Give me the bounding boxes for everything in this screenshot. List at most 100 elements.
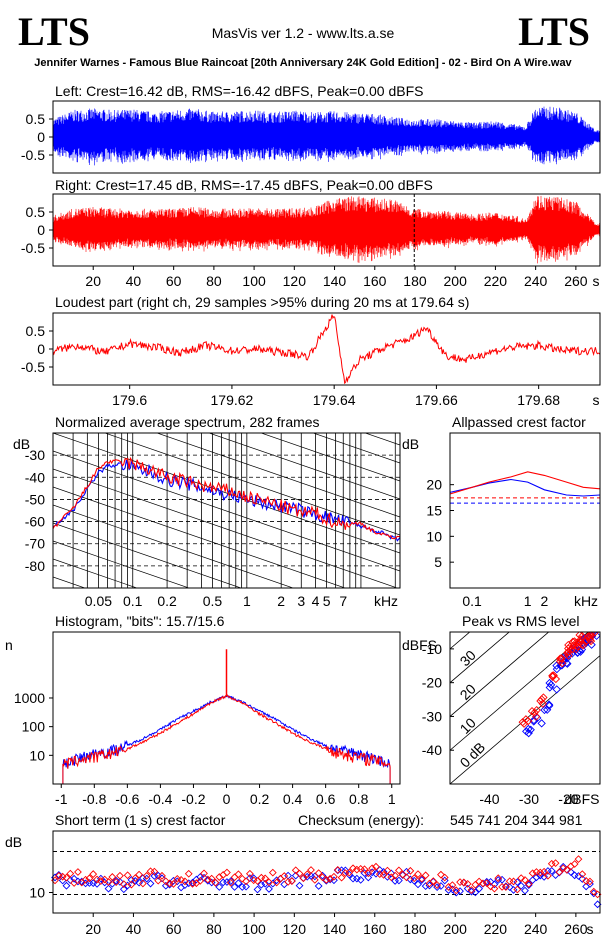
y-tick-label: -40 bbox=[25, 469, 45, 485]
right-crest-point bbox=[96, 877, 105, 885]
x-tick-label: s bbox=[587, 921, 594, 937]
crest-line bbox=[450, 632, 589, 751]
left-histogram-line bbox=[62, 695, 391, 784]
x-tick-label: 5 bbox=[323, 593, 331, 609]
right-crest-point bbox=[104, 878, 113, 886]
right-crest-point bbox=[169, 880, 178, 888]
x-tick-label: 80 bbox=[206, 273, 222, 289]
right-histogram-line bbox=[62, 694, 391, 784]
y-tick-label: 0.5 bbox=[26, 204, 46, 220]
right-crest-point bbox=[81, 875, 90, 884]
crest-line-label: 10 bbox=[457, 714, 479, 736]
right-crest-point bbox=[364, 869, 373, 878]
right-crest-point bbox=[372, 862, 380, 871]
right-crest-point bbox=[242, 877, 250, 886]
right-crest-point bbox=[139, 879, 147, 888]
allpass-title: Allpassed crest factor bbox=[452, 414, 586, 430]
x-tick-label: 0.5 bbox=[203, 593, 223, 609]
y-tick-label: -20 bbox=[422, 675, 442, 691]
y-tick-label: -0.5 bbox=[21, 240, 45, 256]
y-tick-label: 10 bbox=[29, 885, 45, 901]
x-tick-label: 40 bbox=[126, 273, 142, 289]
right-crest-point bbox=[586, 877, 594, 886]
left-waveform-trace bbox=[52, 106, 600, 166]
x-tick-label: kHz bbox=[574, 593, 598, 609]
x-tick-label: 120 bbox=[283, 273, 307, 289]
x-tick-label: -0.2 bbox=[181, 791, 205, 807]
right-crest-point bbox=[154, 876, 163, 885]
slope-line bbox=[53, 558, 138, 588]
histogram-title: Histogram, "bits": 15.7/15.6 bbox=[55, 613, 225, 629]
logo-right: LTS bbox=[518, 9, 590, 54]
left-crest-point bbox=[215, 883, 224, 891]
right-crest-point bbox=[513, 885, 522, 894]
right-crest-point bbox=[395, 866, 403, 875]
right-crest-point bbox=[563, 865, 571, 874]
right-crest-point bbox=[555, 868, 564, 876]
right-crest-point bbox=[544, 871, 552, 880]
app-title: MasVis ver 1.2 - www.lts.a.se bbox=[211, 25, 395, 41]
right-crest-point bbox=[288, 877, 296, 886]
left-peak-rms-point bbox=[552, 685, 561, 694]
right-crest-point bbox=[410, 874, 419, 883]
x-tick-label: 200 bbox=[444, 273, 468, 289]
right-peak-rms-point bbox=[527, 707, 537, 716]
right-crest-point bbox=[475, 877, 484, 886]
x-tick-label: 60 bbox=[166, 921, 182, 937]
x-tick-label: 180 bbox=[403, 921, 427, 937]
x-tick-label: 4 bbox=[312, 593, 320, 609]
right-crest-point bbox=[444, 883, 453, 891]
spectrum-chart: dB-30 -40 -50 -60 -70 -80 0.05 0.1 0.2 0.5 1 2 3 4 5 7 k… bbox=[13, 307, 401, 609]
right-peak-rms-point bbox=[539, 693, 548, 702]
left-crest-point bbox=[498, 875, 506, 884]
left-crest-point bbox=[230, 883, 239, 891]
right-peak-rms-point bbox=[564, 644, 573, 653]
slope-line bbox=[208, 433, 400, 500]
y-tick-label: -0.5 bbox=[21, 359, 45, 375]
right-crest-point bbox=[310, 875, 319, 884]
right-crest-point bbox=[402, 873, 411, 882]
x-tick-label: 2 bbox=[541, 593, 549, 609]
right-peak-rms-point bbox=[557, 654, 566, 663]
y-tick-label: -70 bbox=[25, 536, 45, 552]
right-crest-point bbox=[70, 879, 79, 887]
y-axis-label: n bbox=[5, 637, 13, 653]
right-crest-point bbox=[142, 871, 151, 880]
slope-line bbox=[53, 307, 400, 427]
right-crest-point bbox=[528, 869, 537, 878]
right-crest-point bbox=[524, 880, 533, 888]
x-tick-label: 200 bbox=[444, 921, 468, 937]
right-crest-point bbox=[345, 868, 354, 877]
y-tick-label: -60 bbox=[25, 514, 45, 530]
right-crest-point bbox=[89, 870, 98, 878]
right-crest-point bbox=[467, 886, 476, 894]
waveform-right-chart: 0.5 0 -0.5 20 40 60 80 100 120 140 160 180 200 220 240… bbox=[21, 193, 601, 289]
right-crest-point bbox=[74, 868, 82, 876]
left-crest-point bbox=[314, 882, 323, 890]
left-crest-point bbox=[578, 875, 587, 883]
slope-line bbox=[103, 433, 400, 536]
left-crest-point bbox=[475, 884, 484, 893]
x-tick-label: 0.4 bbox=[283, 791, 303, 807]
left-crest-point bbox=[295, 881, 304, 890]
x-tick-label: -20 bbox=[558, 791, 578, 807]
right-peak-rms-point bbox=[577, 640, 587, 649]
left-crest-point bbox=[261, 879, 270, 888]
right-crest-point bbox=[459, 878, 468, 887]
spectrum-frame bbox=[52, 432, 401, 589]
loudest-frame bbox=[52, 312, 601, 386]
loudest-trace bbox=[52, 314, 601, 385]
right-crest-point bbox=[517, 874, 526, 883]
y-axis-label: dB bbox=[402, 436, 419, 452]
right-crest-point bbox=[184, 869, 193, 878]
right-crest-point bbox=[135, 870, 143, 879]
right-crest-point bbox=[314, 869, 323, 878]
left-crest-point bbox=[265, 885, 273, 893]
right-crest-point bbox=[268, 868, 277, 877]
x-tick-label: 140 bbox=[323, 921, 347, 937]
right-crest-point bbox=[330, 872, 338, 881]
right-crest-point bbox=[93, 875, 101, 884]
left-crest-point bbox=[375, 866, 384, 874]
right-crest-point bbox=[272, 878, 281, 887]
